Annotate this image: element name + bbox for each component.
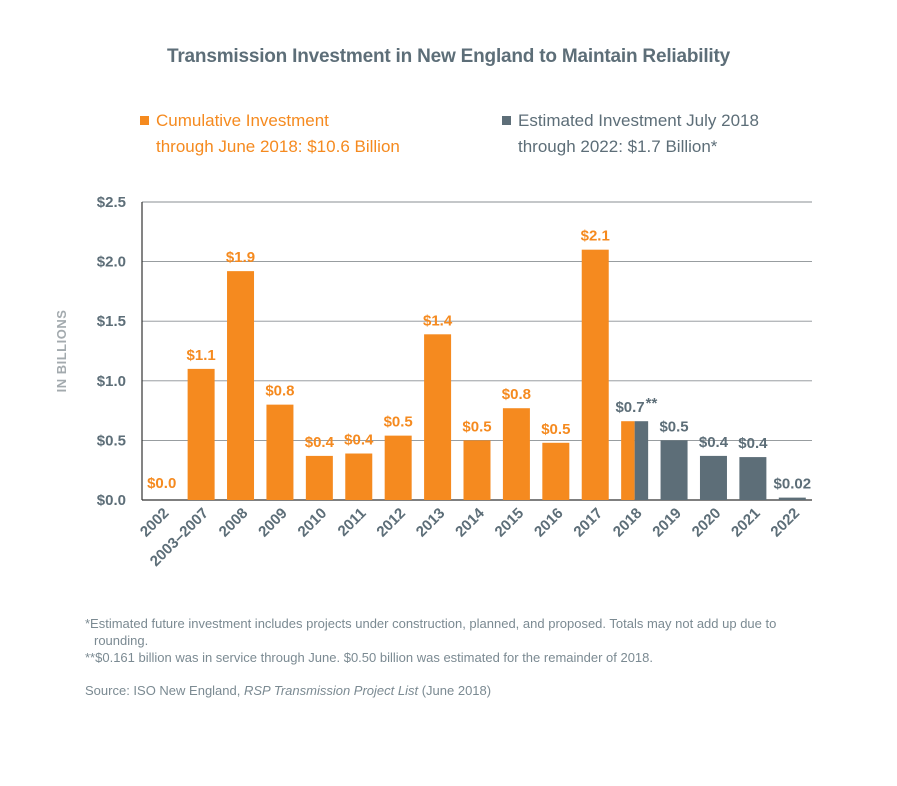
- data-label: $0.5: [541, 421, 570, 438]
- data-label-footnote-mark: **: [646, 395, 658, 412]
- data-label: $1.1: [187, 347, 216, 364]
- x-tick-label: 2012: [373, 505, 409, 541]
- bar-2018-estimated: [634, 421, 649, 500]
- chart-title: Transmission Investment in New England t…: [167, 46, 730, 67]
- legend-estimated-line2: through 2022: $1.7 Billion*: [518, 137, 718, 156]
- bar-cumulative: [542, 442, 570, 500]
- x-tick-label: 2022: [768, 505, 804, 541]
- legend-cumulative-line2: through June 2018: $10.6 Billion: [156, 137, 400, 156]
- bar-estimated: [699, 455, 727, 500]
- data-label: $1.4: [423, 312, 453, 329]
- bar-cumulative: [384, 435, 412, 500]
- bar-estimated: [778, 497, 806, 500]
- legend-cumulative: Cumulative Investment through June 2018:…: [140, 108, 450, 160]
- data-label: $0.02: [774, 476, 812, 493]
- data-label: $1.9: [226, 249, 255, 266]
- data-label: $0.8: [502, 386, 531, 403]
- data-label: $0.4: [305, 434, 335, 451]
- source-suffix: (June 2018): [418, 683, 492, 698]
- data-label: $0.4: [699, 434, 729, 451]
- data-label: $0.5: [462, 418, 491, 435]
- x-tick-label: 2014: [452, 504, 488, 540]
- bar-estimated: [660, 440, 688, 500]
- y-tick-label: $1.0: [97, 373, 126, 390]
- x-tick-label: 2021: [728, 505, 764, 541]
- bar-cumulative: [187, 368, 215, 500]
- data-label: $0.4: [344, 432, 374, 449]
- data-label: $0.8: [265, 383, 294, 400]
- x-tick-label: 2010: [295, 505, 331, 541]
- bar-cumulative: [227, 271, 255, 500]
- bar-cumulative: [581, 249, 609, 500]
- legend-cumulative-line1: Cumulative Investment: [156, 111, 329, 130]
- bar-cumulative: [424, 334, 452, 500]
- bar-2018-in-service: [621, 421, 635, 500]
- footnote-2018: **$0.161 billion was in service through …: [85, 650, 654, 665]
- bar-cumulative: [463, 440, 491, 500]
- legend-estimated: Estimated Investment July 2018 through 2…: [502, 108, 812, 160]
- y-tick-label: $2.0: [97, 254, 126, 271]
- legend-swatch-orange: [140, 116, 149, 125]
- x-tick-label: 2015: [492, 505, 528, 541]
- y-tick-label: $0.5: [97, 432, 126, 449]
- bar-cumulative: [266, 404, 294, 500]
- x-tick-label: 2016: [531, 505, 567, 541]
- data-label: $0.4: [738, 435, 768, 452]
- y-tick-label: $0.0: [97, 492, 126, 509]
- bar-cumulative: [345, 453, 373, 500]
- bar-cumulative: [502, 408, 530, 500]
- x-tick-label: 2011: [335, 505, 370, 540]
- source-line: Source: ISO New England, RSP Transmissio…: [85, 682, 805, 699]
- data-label: $2.1: [581, 228, 610, 245]
- bar-chart: $0.0$0.5$1.0$1.5$2.0$2.5IN BILLIONS$0.02…: [54, 194, 812, 570]
- x-tick-label: 2002: [137, 505, 173, 541]
- x-tick-label: 2013: [413, 505, 449, 541]
- bar-cumulative: [305, 455, 333, 500]
- legend-swatch-gray: [502, 116, 511, 125]
- y-tick-label: $1.5: [97, 313, 126, 330]
- x-tick-label: 2018: [610, 505, 646, 541]
- footnotes: *Estimated future investment includes pr…: [85, 615, 805, 699]
- bar-estimated: [739, 457, 767, 500]
- source-title: RSP Transmission Project List: [243, 683, 419, 698]
- source-prefix: Source: ISO New England,: [85, 683, 244, 698]
- x-tick-label: 2009: [255, 505, 291, 541]
- x-tick-label: 2008: [216, 505, 252, 541]
- x-tick-label: 2020: [689, 505, 725, 541]
- data-label: $0.5: [384, 414, 413, 431]
- x-tick-label: 2019: [649, 505, 685, 541]
- y-axis-title: IN BILLIONS: [54, 310, 69, 393]
- x-tick-label: 2017: [570, 505, 606, 541]
- y-tick-label: $2.5: [97, 194, 126, 211]
- data-label: $0.7: [615, 399, 644, 416]
- data-label: $0.5: [659, 418, 688, 435]
- footnote-estimated: *Estimated future investment includes pr…: [85, 616, 777, 648]
- legend-estimated-line1: Estimated Investment July 2018: [518, 111, 759, 130]
- data-label: $0.0: [147, 475, 176, 492]
